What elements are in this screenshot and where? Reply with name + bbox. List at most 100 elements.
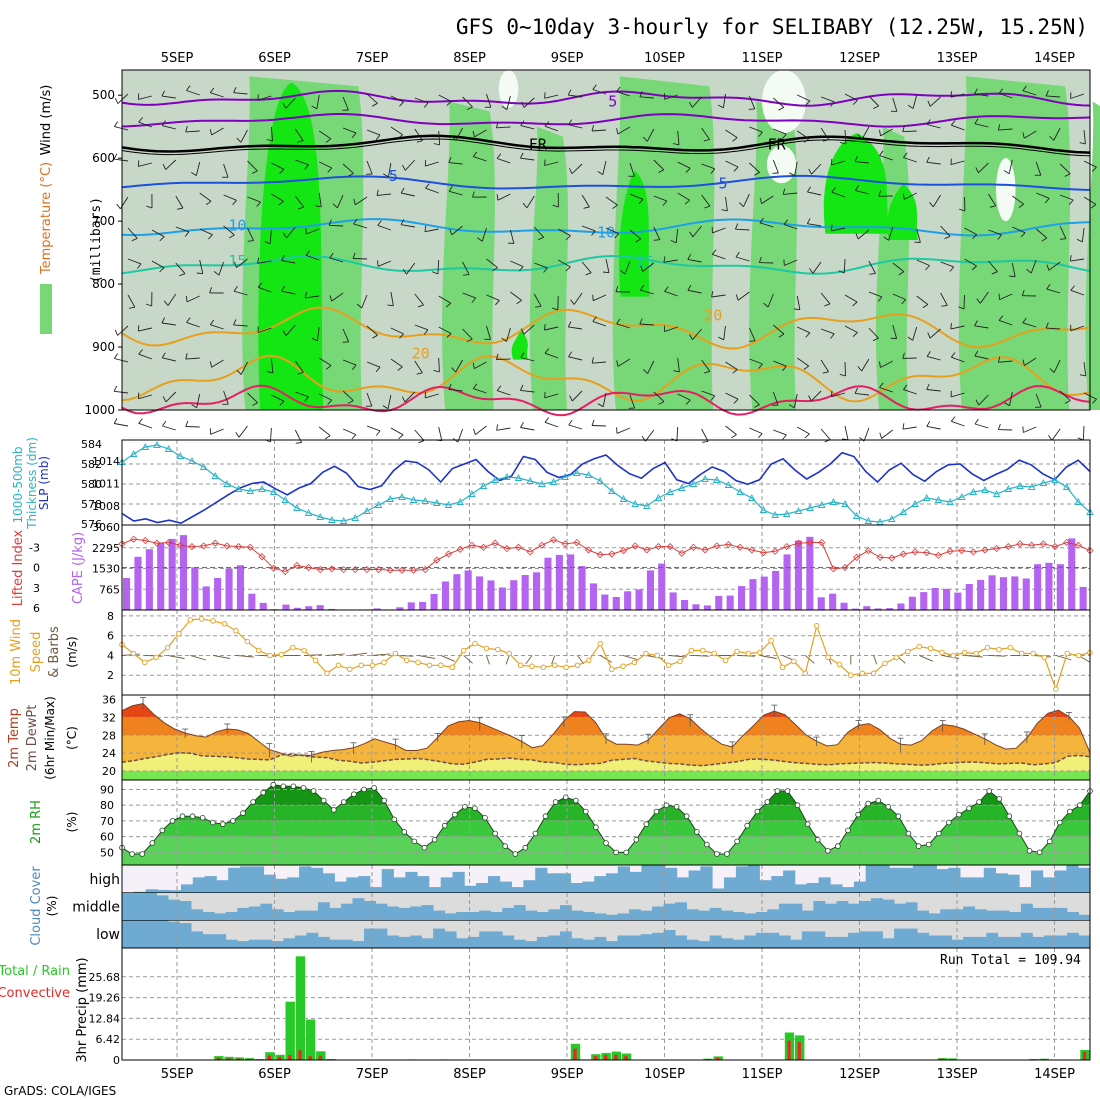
lifted-index-marker	[421, 565, 429, 574]
surface-strip-barb-staff	[820, 428, 831, 440]
cloud-low-bar	[675, 935, 687, 948]
cloud-high-bar	[948, 867, 961, 893]
upper-barb-staff	[701, 194, 711, 207]
rh2m-marker	[320, 797, 327, 804]
upper-barb-flag	[311, 105, 318, 110]
lifted-index-marker	[281, 567, 289, 576]
lifted-index-marker	[1063, 538, 1071, 547]
cape-bar	[817, 597, 825, 610]
cape-bar	[202, 586, 210, 610]
upper-barb-flag	[597, 403, 604, 408]
cloud-high-bar	[889, 867, 902, 893]
lifted-index-marker	[689, 543, 698, 551]
upper-barb-flag	[233, 319, 237, 326]
surface-strip-barb-staff	[318, 426, 331, 437]
wind10m-speed-marker	[153, 654, 159, 661]
cloud-high-bar	[511, 887, 524, 893]
upper-barb-staff	[247, 392, 258, 404]
upper-barb-staff	[1022, 90, 1037, 96]
upper-barb-flag	[417, 304, 424, 308]
upper-barb-staff	[1048, 261, 1061, 271]
lifted-index-marker	[806, 538, 814, 547]
rh2m-marker	[1016, 830, 1023, 837]
upper-barb-staff	[807, 223, 822, 227]
upper-barb-flag	[325, 138, 332, 143]
thickness-marker	[153, 441, 161, 448]
lifted-index-marker	[619, 547, 628, 555]
cloud-high-bar	[724, 877, 737, 893]
rh2m-marker	[562, 794, 569, 801]
upper-barb-flag	[1090, 204, 1097, 209]
upper-barb-staff	[646, 128, 655, 142]
upper-barb-flag	[136, 263, 142, 269]
thickness-marker	[281, 496, 290, 503]
lifted-index-marker	[398, 566, 406, 574]
upper-barb-staff	[1081, 227, 1085, 242]
lifted-index-marker	[701, 546, 709, 554]
cape-bar	[794, 540, 802, 610]
rh-saturated-region	[282, 321, 309, 348]
cloud-low-bar	[283, 938, 296, 948]
upper-barb-flag	[342, 341, 349, 343]
upper-barb-staff	[653, 391, 665, 402]
upper-barb-flag	[327, 167, 333, 173]
upper-barb-staff	[820, 292, 831, 305]
upper-barb-staff	[510, 291, 522, 301]
upper-barb-staff	[425, 187, 439, 194]
rh2m-marker	[220, 821, 226, 827]
thickness-marker	[783, 510, 791, 517]
cloud-low-bar	[583, 939, 595, 948]
surface-strip-barb-staff	[210, 428, 224, 435]
thickness-marker	[806, 504, 814, 511]
upper-barb-flag	[782, 365, 787, 372]
upper-barb-flag	[689, 334, 693, 340]
thickness-marker	[992, 490, 1001, 497]
upper-barb-staff	[114, 158, 129, 162]
upper-barb-staff	[749, 394, 760, 406]
wind10m-speed-marker	[403, 657, 410, 664]
upper-barb-flag	[782, 188, 786, 195]
cloud-high-bar	[523, 880, 536, 893]
upper-barb-staff	[390, 327, 404, 335]
upper-barb-staff	[868, 260, 876, 274]
upper-barb-staff	[629, 229, 641, 240]
wind10m-barb	[873, 655, 878, 665]
upper-barb-flag	[399, 333, 404, 339]
upper-barb-flag	[234, 261, 237, 268]
upper-barb-flag	[351, 132, 357, 138]
upper-barb-flag	[543, 267, 548, 273]
upper-barb-staff	[592, 89, 607, 95]
lifted-index-marker	[468, 541, 476, 549]
upper-barb-flag	[257, 257, 260, 264]
upper-barb-staff	[414, 128, 423, 141]
upper-barb-staff	[257, 95, 272, 101]
upper-barb-staff	[573, 292, 583, 305]
cloud-low-bar	[433, 928, 445, 948]
upper-barb-staff	[510, 260, 524, 268]
surface-strip-barb-flag	[859, 436, 865, 442]
precip-total-bar	[305, 1019, 316, 1060]
wind10m-barb	[372, 653, 391, 656]
cloud-high-bar	[960, 877, 973, 893]
lifted-index-marker	[561, 540, 569, 548]
upper-barb-flag	[501, 105, 508, 110]
upper-barb-staff	[161, 95, 176, 99]
upper-barb-flag	[161, 120, 166, 126]
upper-barb-staff	[1059, 194, 1074, 201]
lifted-index-marker	[503, 545, 511, 553]
lifted-index-marker	[841, 563, 849, 572]
cape-bar	[589, 583, 597, 610]
upper-barb-flag	[247, 240, 254, 242]
upper-barb-staff	[964, 227, 978, 235]
wind10m-speed-marker	[483, 645, 490, 652]
cloud-middle-bar	[1078, 914, 1091, 921]
lifted-index-marker	[993, 545, 1001, 553]
rh2m-marker	[845, 827, 851, 834]
lifted-index-marker	[375, 565, 383, 574]
temp-fill-warm-a	[122, 735, 1090, 754]
precip-ytick-label: 12.84	[89, 1012, 121, 1025]
surface-strip-barb-staff	[1023, 426, 1037, 433]
upper-barb-flag	[805, 100, 811, 106]
slp-ylabel: SLP (mb)	[37, 456, 51, 510]
